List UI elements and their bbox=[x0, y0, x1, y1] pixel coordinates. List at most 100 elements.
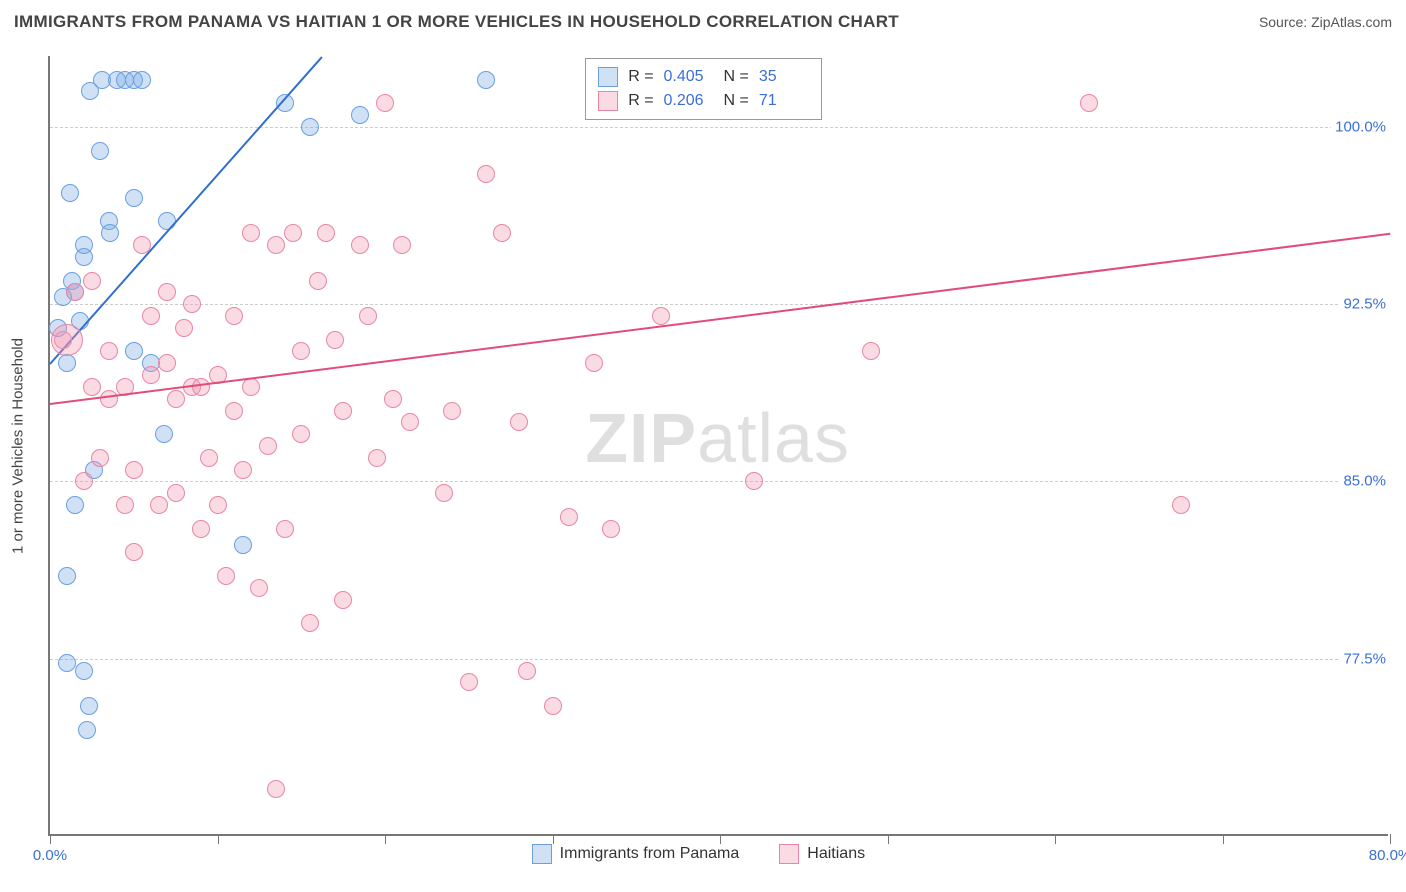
scatter-point bbox=[510, 413, 528, 431]
scatter-point bbox=[334, 591, 352, 609]
scatter-point bbox=[192, 378, 210, 396]
scatter-point bbox=[585, 354, 603, 372]
y-tick-label: 100.0% bbox=[1331, 118, 1390, 135]
scatter-point bbox=[58, 354, 76, 372]
legend-r-value: 0.206 bbox=[664, 92, 714, 110]
scatter-point bbox=[66, 283, 84, 301]
legend-r-label: R = bbox=[628, 92, 653, 110]
scatter-point bbox=[83, 378, 101, 396]
correlation-legend: R = 0.405 N = 35 R = 0.206 N = 71 bbox=[585, 58, 822, 120]
legend-row: R =0.405N =35 bbox=[598, 65, 809, 89]
x-tick bbox=[1223, 834, 1224, 844]
scatter-point bbox=[75, 236, 93, 254]
scatter-point bbox=[745, 472, 763, 490]
legend-n-value: 35 bbox=[759, 68, 809, 86]
x-tick bbox=[888, 834, 889, 844]
scatter-point bbox=[267, 780, 285, 798]
x-tick bbox=[218, 834, 219, 844]
legend-r-value: 0.405 bbox=[664, 68, 714, 86]
legend-label: Haitians bbox=[807, 845, 865, 863]
scatter-point bbox=[317, 224, 335, 242]
scatter-point bbox=[234, 536, 252, 554]
scatter-point bbox=[200, 449, 218, 467]
x-tick-label: 80.0% bbox=[1369, 847, 1406, 864]
legend-label: Immigrants from Panama bbox=[560, 845, 740, 863]
legend-item: Immigrants from Panama bbox=[532, 844, 740, 864]
x-tick bbox=[1390, 834, 1391, 844]
scatter-point bbox=[267, 236, 285, 254]
scatter-point bbox=[292, 342, 310, 360]
x-tick bbox=[385, 834, 386, 844]
scatter-point bbox=[1080, 94, 1098, 112]
scatter-point bbox=[78, 721, 96, 739]
legend-swatch bbox=[598, 67, 618, 87]
scatter-point bbox=[158, 283, 176, 301]
scatter-point bbox=[58, 654, 76, 672]
scatter-point bbox=[250, 579, 268, 597]
x-tick bbox=[553, 834, 554, 844]
scatter-point bbox=[242, 378, 260, 396]
scatter-point bbox=[443, 402, 461, 420]
chart-title: IMMIGRANTS FROM PANAMA VS HAITIAN 1 OR M… bbox=[14, 12, 899, 32]
scatter-point bbox=[234, 461, 252, 479]
legend-swatch bbox=[779, 844, 799, 864]
scatter-point bbox=[158, 354, 176, 372]
scatter-point bbox=[125, 543, 143, 561]
scatter-point bbox=[155, 425, 173, 443]
scatter-point bbox=[125, 189, 143, 207]
scatter-point bbox=[393, 236, 411, 254]
scatter-point bbox=[284, 224, 302, 242]
scatter-point bbox=[560, 508, 578, 526]
legend-n-value: 71 bbox=[759, 92, 809, 110]
scatter-point bbox=[460, 673, 478, 691]
scatter-point bbox=[309, 272, 327, 290]
gridline bbox=[50, 304, 1388, 305]
scatter-point bbox=[301, 614, 319, 632]
gridline bbox=[50, 659, 1388, 660]
series-legend: Immigrants from Panama Haitians bbox=[532, 844, 865, 864]
scatter-point bbox=[334, 402, 352, 420]
scatter-point bbox=[125, 342, 143, 360]
scatter-point bbox=[376, 94, 394, 112]
legend-row: R = 0.206 N = 71 bbox=[598, 89, 809, 113]
scatter-point bbox=[150, 496, 168, 514]
scatter-point bbox=[217, 567, 235, 585]
scatter-point bbox=[518, 662, 536, 680]
scatter-point bbox=[435, 484, 453, 502]
scatter-point bbox=[183, 295, 201, 313]
scatter-point bbox=[351, 236, 369, 254]
scatter-point-large bbox=[51, 324, 83, 356]
scatter-point bbox=[167, 484, 185, 502]
legend-swatch bbox=[532, 844, 552, 864]
scatter-point bbox=[100, 342, 118, 360]
scatter-point bbox=[75, 662, 93, 680]
scatter-point bbox=[359, 307, 377, 325]
watermark: ZIPatlas bbox=[585, 398, 850, 478]
y-tick-label: 92.5% bbox=[1339, 296, 1390, 313]
y-tick-label: 77.5% bbox=[1339, 650, 1390, 667]
scatter-point bbox=[91, 449, 109, 467]
legend-n-label: N = bbox=[724, 92, 749, 110]
scatter-point bbox=[58, 567, 76, 585]
legend-r-label: R = bbox=[628, 68, 653, 86]
scatter-point bbox=[116, 496, 134, 514]
scatter-point bbox=[292, 425, 310, 443]
legend-item: Haitians bbox=[779, 844, 865, 864]
scatter-point bbox=[477, 71, 495, 89]
scatter-point bbox=[175, 319, 193, 337]
scatter-point bbox=[602, 520, 620, 538]
scatter-point bbox=[209, 496, 227, 514]
scatter-point bbox=[242, 224, 260, 242]
scatter-point bbox=[862, 342, 880, 360]
scatter-point bbox=[301, 118, 319, 136]
scatter-point bbox=[80, 697, 98, 715]
scatter-point bbox=[142, 366, 160, 384]
gridline bbox=[50, 127, 1388, 128]
scatter-point bbox=[259, 437, 277, 455]
scatter-point bbox=[61, 184, 79, 202]
scatter-plot-area: ZIPatlas 77.5%85.0%92.5%100.0%0.0%80.0%R… bbox=[48, 56, 1388, 836]
y-axis-label: 1 or more Vehicles in Household bbox=[10, 338, 27, 554]
scatter-point bbox=[1172, 496, 1190, 514]
scatter-point bbox=[66, 496, 84, 514]
scatter-point bbox=[192, 520, 210, 538]
